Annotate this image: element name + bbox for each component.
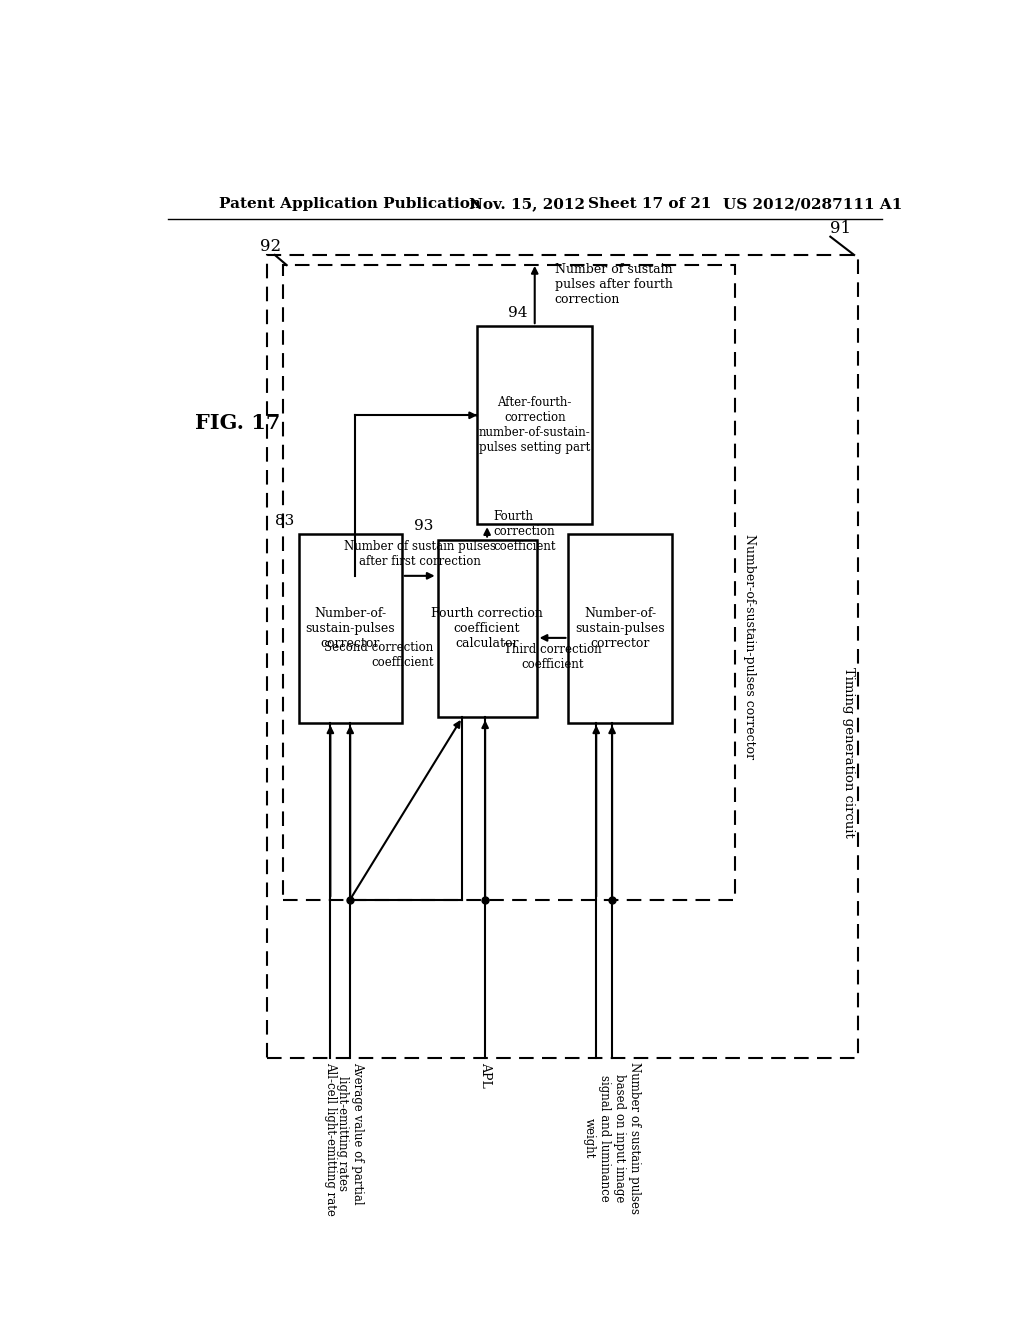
Text: APL: APL (478, 1063, 492, 1088)
Bar (477, 326, 592, 524)
Bar (283, 265, 735, 900)
Text: Second correction
coefficient: Second correction coefficient (325, 642, 433, 669)
Text: All-cell light-emitting rate: All-cell light-emitting rate (324, 1063, 337, 1216)
Text: After-fourth-
correction
number-of-sustain-
pulses setting part: After-fourth- correction number-of-susta… (479, 396, 591, 454)
Text: 92: 92 (260, 238, 282, 255)
Text: Fourth
correction
coefficient: Fourth correction coefficient (494, 511, 556, 553)
Text: Fourth correction
coefficient
calculator: Fourth correction coefficient calculator (431, 607, 543, 649)
Text: Average value of partial
light-emitting rates: Average value of partial light-emitting … (336, 1063, 365, 1205)
Text: Number of sustain pulses
based on input image
signal and luminance
weight: Number of sustain pulses based on input … (583, 1063, 641, 1214)
Text: Patent Application Publication: Patent Application Publication (219, 197, 481, 211)
Text: Number-of-sustain-pulses corrector: Number-of-sustain-pulses corrector (742, 533, 756, 759)
Bar (267, 255, 858, 1057)
Text: Number of sustain pulses
after first correction: Number of sustain pulses after first cor… (344, 540, 496, 568)
Text: Number-of-
sustain-pulses
corrector: Number-of- sustain-pulses corrector (305, 607, 395, 649)
Text: Number of sustain
pulses after fourth
correction: Number of sustain pulses after fourth co… (555, 263, 673, 306)
Bar (568, 535, 672, 722)
Text: 90: 90 (545, 515, 564, 528)
Text: Timing generation circuit: Timing generation circuit (842, 668, 855, 838)
Text: 94: 94 (508, 306, 527, 319)
Text: FIG. 17: FIG. 17 (196, 413, 281, 433)
Text: 93: 93 (414, 520, 433, 533)
Text: Nov. 15, 2012: Nov. 15, 2012 (469, 197, 586, 211)
Text: US 2012/0287111 A1: US 2012/0287111 A1 (723, 197, 902, 211)
Bar (299, 535, 401, 722)
Text: Third correction
coefficient: Third correction coefficient (504, 643, 601, 671)
Text: 83: 83 (275, 515, 295, 528)
Text: Sheet 17 of 21: Sheet 17 of 21 (588, 197, 712, 211)
Text: Number-of-
sustain-pulses
corrector: Number-of- sustain-pulses corrector (575, 607, 665, 649)
Bar (437, 540, 537, 718)
Text: 91: 91 (830, 219, 851, 236)
